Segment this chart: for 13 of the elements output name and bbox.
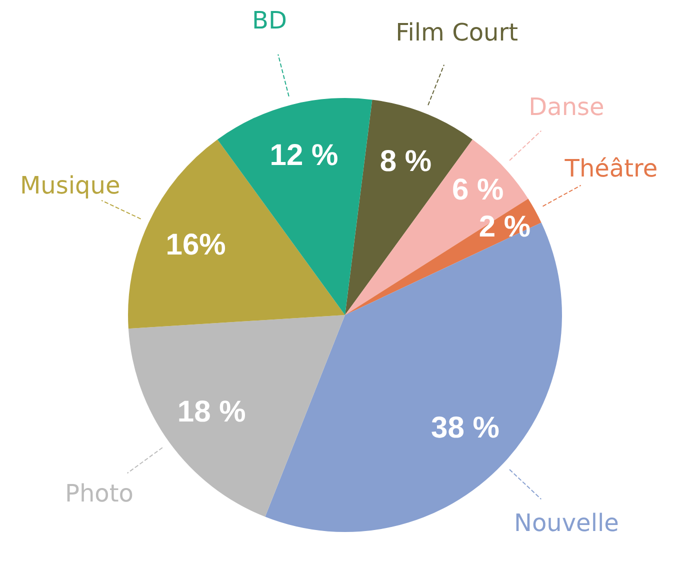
slice-label: Musique	[20, 172, 120, 200]
slice-label: Photo	[64, 480, 134, 508]
slice-label: Théâtre	[564, 154, 658, 183]
data-label: 6 %	[452, 174, 504, 207]
data-label: 8 %	[380, 145, 432, 178]
slice-label: BD	[252, 6, 287, 35]
data-label: 38 %	[431, 411, 500, 444]
slice-label: Danse	[528, 93, 604, 122]
slice-label: Film Court	[396, 18, 518, 47]
data-label: 12 %	[270, 138, 338, 172]
data-label: 16%	[166, 228, 226, 262]
data-label: 18 %	[177, 395, 246, 428]
slice-label: Nouvelle	[514, 508, 619, 537]
